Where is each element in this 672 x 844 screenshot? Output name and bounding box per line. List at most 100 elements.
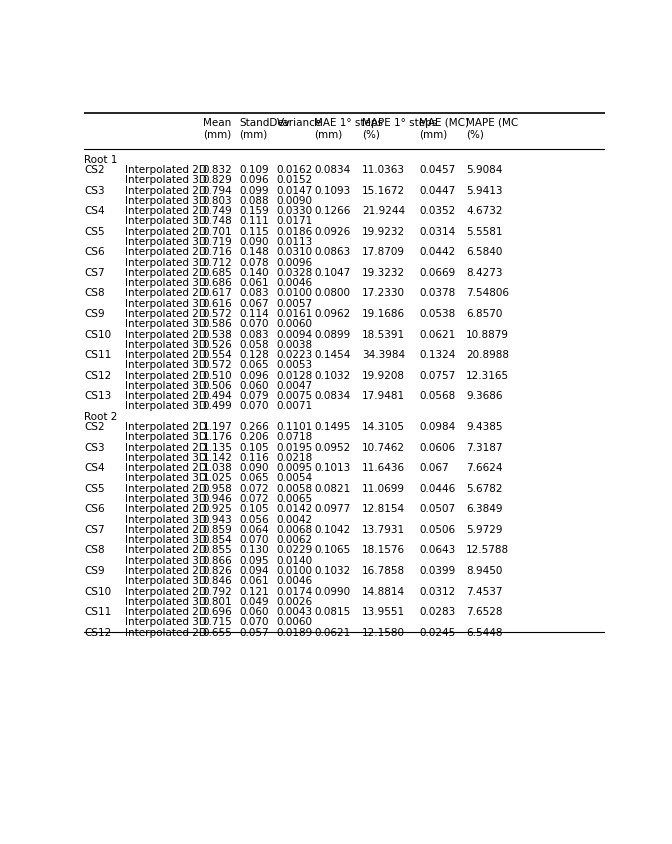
Text: 0.0195: 0.0195 — [277, 442, 313, 452]
Text: CS11: CS11 — [84, 349, 112, 360]
Text: 0.096: 0.096 — [239, 371, 269, 380]
Text: 0.686: 0.686 — [203, 278, 233, 288]
Text: 0.0161: 0.0161 — [277, 309, 313, 318]
Text: 0.0352: 0.0352 — [419, 206, 456, 216]
Text: 0.148: 0.148 — [239, 247, 269, 257]
Text: 12.1580: 12.1580 — [362, 627, 405, 637]
Text: 0.096: 0.096 — [239, 175, 269, 185]
Text: 20.8988: 20.8988 — [466, 349, 509, 360]
Text: 34.3984: 34.3984 — [362, 349, 405, 360]
Text: 0.0042: 0.0042 — [277, 514, 313, 524]
Text: 17.9481: 17.9481 — [362, 391, 405, 401]
Text: 0.0815: 0.0815 — [314, 606, 350, 616]
Text: 0.0990: 0.0990 — [314, 586, 350, 596]
Text: StandDev
(mm): StandDev (mm) — [239, 117, 290, 139]
Text: 0.0057: 0.0057 — [277, 298, 313, 308]
Text: CS4: CS4 — [84, 206, 105, 216]
Text: 0.099: 0.099 — [239, 186, 269, 195]
Text: 0.090: 0.090 — [239, 236, 269, 246]
Text: Interpolated 3D: Interpolated 3D — [124, 401, 206, 411]
Text: CS6: CS6 — [84, 247, 105, 257]
Text: Interpolated 2D: Interpolated 2D — [124, 565, 206, 576]
Text: 0.0977: 0.0977 — [314, 504, 350, 514]
Text: 13.9551: 13.9551 — [362, 606, 405, 616]
Text: Interpolated 3D: Interpolated 3D — [124, 473, 206, 483]
Text: 0.832: 0.832 — [203, 165, 233, 175]
Text: 0.094: 0.094 — [239, 565, 269, 576]
Text: 0.0447: 0.0447 — [419, 186, 456, 195]
Text: CS4: CS4 — [84, 463, 105, 473]
Text: 9.3686: 9.3686 — [466, 391, 503, 401]
Text: Interpolated 2D: Interpolated 2D — [124, 586, 206, 596]
Text: 10.7462: 10.7462 — [362, 442, 405, 452]
Text: Interpolated 3D: Interpolated 3D — [124, 555, 206, 565]
Text: 0.572: 0.572 — [203, 360, 233, 370]
Text: 0.0152: 0.0152 — [277, 175, 313, 185]
Text: 11.6436: 11.6436 — [362, 463, 405, 473]
Text: 0.748: 0.748 — [203, 216, 233, 226]
Text: 0.0026: 0.0026 — [277, 596, 313, 606]
Text: CS12: CS12 — [84, 371, 112, 380]
Text: 0.0100: 0.0100 — [277, 565, 312, 576]
Text: Interpolated 2D: Interpolated 2D — [124, 483, 206, 493]
Text: 0.0047: 0.0047 — [277, 381, 313, 391]
Text: 0.943: 0.943 — [203, 514, 233, 524]
Text: CS10: CS10 — [84, 329, 111, 339]
Text: 0.1093: 0.1093 — [314, 186, 350, 195]
Text: 0.061: 0.061 — [239, 576, 269, 586]
Text: 0.070: 0.070 — [239, 319, 269, 329]
Text: Interpolated 2D: Interpolated 2D — [124, 268, 206, 278]
Text: 0.1324: 0.1324 — [419, 349, 456, 360]
Text: 0.114: 0.114 — [239, 309, 269, 318]
Text: 0.060: 0.060 — [239, 606, 269, 616]
Text: 0.0899: 0.0899 — [314, 329, 350, 339]
Text: 0.065: 0.065 — [239, 360, 269, 370]
Text: 0.499: 0.499 — [203, 401, 233, 411]
Text: 0.749: 0.749 — [203, 206, 233, 216]
Text: 1.025: 1.025 — [203, 473, 233, 483]
Text: CS2: CS2 — [84, 421, 105, 431]
Text: 0.0100: 0.0100 — [277, 288, 312, 298]
Text: 0.0223: 0.0223 — [277, 349, 313, 360]
Text: 0.078: 0.078 — [239, 257, 269, 268]
Text: 0.0065: 0.0065 — [277, 494, 313, 503]
Text: Interpolated 3D: Interpolated 3D — [124, 339, 206, 349]
Text: 7.54806: 7.54806 — [466, 288, 509, 298]
Text: 19.9232: 19.9232 — [362, 226, 405, 236]
Text: 0.111: 0.111 — [239, 216, 269, 226]
Text: Interpolated 3D: Interpolated 3D — [124, 257, 206, 268]
Text: 0.655: 0.655 — [203, 627, 233, 637]
Text: 0.0090: 0.0090 — [277, 196, 312, 206]
Text: Interpolated 3D: Interpolated 3D — [124, 381, 206, 391]
Text: 0.526: 0.526 — [203, 339, 233, 349]
Text: CS8: CS8 — [84, 544, 105, 555]
Text: 0.072: 0.072 — [239, 483, 269, 493]
Text: 0.0218: 0.0218 — [277, 452, 313, 463]
Text: 0.0113: 0.0113 — [277, 236, 313, 246]
Text: 0.866: 0.866 — [203, 555, 233, 565]
Text: Interpolated 3D: Interpolated 3D — [124, 216, 206, 226]
Text: 11.0363: 11.0363 — [362, 165, 405, 175]
Text: 6.5448: 6.5448 — [466, 627, 503, 637]
Text: 6.3849: 6.3849 — [466, 504, 503, 514]
Text: Interpolated 2D: Interpolated 2D — [124, 442, 206, 452]
Text: 21.9244: 21.9244 — [362, 206, 405, 216]
Text: Interpolated 3D: Interpolated 3D — [124, 360, 206, 370]
Text: 0.617: 0.617 — [203, 288, 233, 298]
Text: 0.554: 0.554 — [203, 349, 233, 360]
Text: 0.0643: 0.0643 — [419, 544, 456, 555]
Text: 0.0162: 0.0162 — [277, 165, 313, 175]
Text: Interpolated 2D: Interpolated 2D — [124, 524, 206, 534]
Text: 5.9729: 5.9729 — [466, 524, 503, 534]
Text: CS3: CS3 — [84, 186, 105, 195]
Text: 0.060: 0.060 — [239, 381, 269, 391]
Text: 7.3187: 7.3187 — [466, 442, 503, 452]
Text: 0.079: 0.079 — [239, 391, 269, 401]
Text: 0.0046: 0.0046 — [277, 278, 313, 288]
Text: 0.0718: 0.0718 — [277, 432, 313, 441]
Text: Interpolated 2D: Interpolated 2D — [124, 206, 206, 216]
Text: 0.0043: 0.0043 — [277, 606, 313, 616]
Text: MAE 1° steps
(mm): MAE 1° steps (mm) — [314, 117, 383, 139]
Text: 1.176: 1.176 — [203, 432, 233, 441]
Text: 0.826: 0.826 — [203, 565, 233, 576]
